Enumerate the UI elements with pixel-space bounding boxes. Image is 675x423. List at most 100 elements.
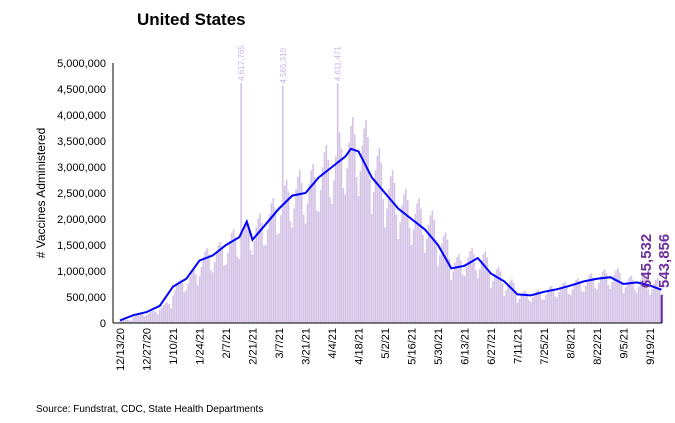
bar bbox=[459, 260, 462, 323]
bar bbox=[340, 148, 343, 323]
bar bbox=[204, 251, 206, 323]
bar bbox=[535, 290, 538, 323]
bar bbox=[600, 276, 602, 323]
bar-value-labels: 4,617,765 4,565,310 4,611,471 bbox=[237, 45, 343, 84]
bar bbox=[482, 254, 485, 323]
bar bbox=[361, 145, 364, 323]
bar bbox=[622, 293, 625, 323]
bar bbox=[285, 179, 288, 323]
bar bbox=[382, 199, 384, 323]
x-tick-label: 12/13/20 bbox=[115, 328, 127, 371]
bar bbox=[441, 243, 443, 323]
x-tick-label: 4/18/21 bbox=[354, 328, 366, 365]
bar bbox=[183, 292, 186, 323]
x-tick-label: 5/16/21 bbox=[407, 328, 419, 365]
bar bbox=[306, 203, 309, 323]
bar bbox=[480, 260, 483, 323]
bar bbox=[181, 282, 184, 323]
bar bbox=[259, 213, 261, 323]
bar bbox=[425, 238, 428, 323]
chart-title: United States bbox=[137, 10, 246, 29]
bar bbox=[590, 273, 593, 323]
bar bbox=[289, 221, 292, 323]
bar bbox=[253, 241, 256, 323]
bar bbox=[567, 293, 570, 323]
bar bbox=[412, 229, 415, 323]
y-tick-label: 4,000,000 bbox=[57, 110, 106, 122]
end-label-1: 645,532 bbox=[638, 234, 655, 288]
bar bbox=[543, 299, 545, 323]
bar-value-label: 4,565,310 bbox=[279, 47, 288, 83]
bar bbox=[596, 289, 598, 323]
bar bbox=[541, 299, 543, 323]
bar bbox=[548, 287, 551, 323]
bar bbox=[484, 251, 487, 323]
x-tick-label: 7/11/21 bbox=[513, 328, 525, 364]
bar bbox=[264, 245, 267, 323]
bar bbox=[575, 279, 578, 323]
x-tick-label: 7/25/21 bbox=[539, 328, 551, 365]
bar bbox=[469, 251, 472, 323]
bar bbox=[147, 313, 150, 323]
bar bbox=[471, 248, 473, 323]
bar bbox=[448, 258, 451, 323]
bar bbox=[401, 205, 403, 323]
bar bbox=[461, 274, 464, 323]
bar bbox=[160, 307, 163, 323]
bar bbox=[293, 208, 295, 323]
x-tick-label: 1/10/21 bbox=[168, 328, 180, 365]
bar bbox=[174, 290, 176, 323]
bar bbox=[497, 266, 500, 323]
bar bbox=[185, 289, 188, 323]
bar bbox=[539, 292, 542, 323]
bar bbox=[143, 316, 146, 323]
bar bbox=[609, 288, 612, 323]
bar bbox=[155, 311, 157, 323]
bar bbox=[520, 294, 523, 323]
bar bbox=[624, 287, 627, 323]
bar bbox=[211, 272, 214, 323]
bar bbox=[353, 134, 356, 323]
bar bbox=[577, 278, 579, 323]
bar bbox=[317, 211, 320, 323]
bar bbox=[194, 274, 197, 323]
bar bbox=[581, 291, 583, 323]
bar bbox=[406, 200, 409, 323]
bar bbox=[509, 281, 511, 323]
bar bbox=[403, 194, 405, 323]
bar bbox=[191, 272, 193, 323]
x-tick-label: 3/7/21 bbox=[274, 328, 286, 359]
bar bbox=[325, 145, 328, 323]
bar bbox=[429, 215, 432, 323]
bar bbox=[554, 296, 557, 323]
bar bbox=[246, 220, 248, 323]
bar bbox=[626, 281, 629, 323]
bar bbox=[310, 170, 312, 323]
x-tick-label: 12/27/20 bbox=[142, 328, 154, 371]
bar bbox=[641, 276, 644, 323]
y-tick-label: 500,000 bbox=[66, 292, 106, 304]
y-tick-label: 2,000,000 bbox=[57, 214, 106, 226]
bar bbox=[439, 255, 441, 323]
bar bbox=[389, 176, 392, 323]
bar bbox=[141, 314, 144, 323]
bar bbox=[601, 271, 604, 323]
y-tick-label: 1,500,000 bbox=[57, 240, 106, 252]
bar bbox=[420, 208, 422, 323]
bar bbox=[232, 229, 235, 323]
bar bbox=[276, 234, 278, 323]
bar bbox=[476, 278, 479, 323]
bar bbox=[162, 304, 165, 323]
bar bbox=[278, 233, 280, 323]
y-ticks: 0 500,000 1,000,000 1,500,000 2,000,000 2,500… bbox=[57, 58, 106, 330]
end-label-2: 543,856 bbox=[656, 234, 673, 288]
bar bbox=[649, 294, 651, 323]
bar bbox=[219, 241, 222, 323]
bar bbox=[261, 222, 263, 323]
bar bbox=[613, 274, 615, 323]
bar bbox=[456, 257, 458, 323]
bar bbox=[495, 269, 498, 323]
bar bbox=[149, 312, 152, 323]
x-tick-label: 9/19/21 bbox=[645, 328, 657, 365]
y-tick-label: 3,500,000 bbox=[57, 136, 106, 148]
